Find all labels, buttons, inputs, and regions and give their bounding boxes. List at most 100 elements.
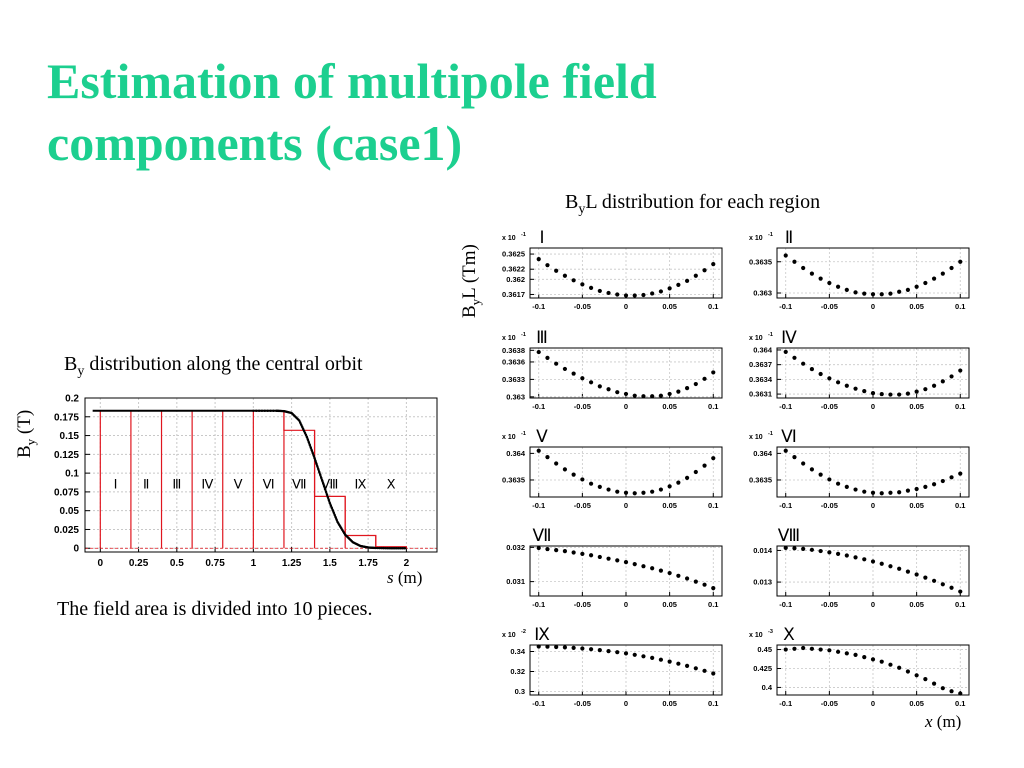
field-chart-xlabel: s (m) (387, 568, 423, 587)
data-point (623, 559, 629, 565)
data-point (693, 666, 698, 671)
x-tick-label: 0.75 (205, 558, 225, 569)
curve-point (393, 547, 397, 550)
data-point (897, 289, 902, 294)
curve-point (395, 547, 399, 550)
panel-label: Ⅲ (536, 328, 548, 347)
data-point (801, 645, 806, 651)
panels-heading: ByL distribution for each region (565, 191, 821, 217)
panel-label: Ⅶ (532, 526, 551, 545)
x-tick-label: 0 (871, 402, 875, 411)
data-point (897, 392, 902, 397)
x-tick-label: -0.05 (821, 501, 838, 510)
x-tick-label: -0.1 (779, 501, 792, 510)
curve-point (384, 546, 387, 550)
curve-point (330, 506, 333, 510)
curve-point (324, 490, 328, 494)
x-tick-label: 0.1 (955, 302, 965, 311)
x-tick-label: 0 (624, 302, 628, 311)
x-tick-label: -0.1 (532, 302, 545, 311)
x-tick-label: -0.1 (779, 600, 792, 609)
y-tick-label: 0.3625 (502, 250, 525, 259)
curve-point (332, 511, 335, 514)
data-point (623, 391, 629, 397)
data-point (545, 455, 550, 460)
data-point (801, 546, 806, 551)
y-tick-label: 0.364 (753, 345, 773, 354)
x-tick-label: 0.05 (662, 302, 677, 311)
data-point (958, 368, 963, 373)
data-point (783, 253, 788, 258)
data-point (676, 389, 681, 394)
x-tick-label: 0.05 (662, 402, 677, 411)
data-point (693, 579, 698, 584)
panel-frame (529, 347, 723, 399)
x-tick-label: 0.1 (708, 600, 718, 609)
scale-exponent: -1 (768, 332, 773, 338)
panel-label: Ⅱ (785, 228, 793, 247)
data-point (615, 390, 620, 395)
x-tick-label: 0 (624, 402, 628, 411)
panel-VI: -0.1 -0.05 0 0.05 0.1 0.3635 0.364 x 10 -1 Ⅵ (749, 427, 970, 510)
data-point (958, 589, 963, 594)
data-point (615, 650, 620, 655)
panel-frame (529, 644, 723, 696)
data-point (879, 659, 884, 664)
data-point (853, 487, 858, 492)
y-tick-label: 0.3622 (502, 265, 525, 274)
scale-exponent: -1 (768, 431, 773, 437)
data-point (641, 490, 646, 495)
data-point (897, 665, 902, 670)
region-label: Ⅱ (143, 476, 149, 491)
curve-point (321, 479, 324, 482)
data-point (949, 585, 954, 590)
data-point (536, 349, 541, 355)
data-point (571, 472, 576, 477)
data-point (667, 286, 672, 291)
y-tick-label: 0.3617 (502, 290, 525, 299)
plot-frame (84, 397, 438, 553)
data-point (792, 546, 797, 551)
data-point (879, 491, 884, 496)
data-point (870, 657, 876, 662)
scale-label: x 10 (502, 632, 516, 639)
data-point (597, 554, 602, 560)
data-point (623, 651, 629, 656)
data-point (958, 471, 963, 476)
panel-II: -0.1 -0.05 0 0.05 0.1 0.363 0.3635 x 10 -1 Ⅱ (749, 228, 970, 311)
y-tick-label: 0.3633 (502, 375, 525, 384)
x-tick-label: 0.05 (909, 699, 924, 708)
data-point (809, 646, 815, 651)
data-point (783, 448, 788, 453)
data-point (545, 355, 550, 360)
data-point (632, 562, 637, 567)
y-tick-label: 0.363 (753, 289, 772, 298)
data-point (801, 361, 806, 366)
x-tick-label: -0.05 (574, 699, 591, 708)
panel-label: Ⅸ (534, 625, 550, 644)
data-point (562, 645, 568, 650)
y-tick-label: 0.3637 (749, 360, 772, 369)
y-tick-label: 0.45 (757, 645, 772, 654)
slide-title: Estimation of multipole field components… (47, 53, 657, 171)
data-point (783, 647, 788, 652)
data-point (888, 662, 893, 667)
x-tick-label: 0 (624, 600, 628, 609)
data-point (914, 673, 919, 678)
data-point (835, 551, 841, 557)
data-point (853, 290, 858, 295)
data-point (827, 648, 832, 653)
data-point (914, 486, 919, 492)
curve-point (317, 468, 320, 471)
scale-exponent: -1 (768, 232, 773, 238)
data-point (676, 282, 681, 287)
x-tick-label: 0.1 (955, 402, 965, 411)
data-point (536, 257, 541, 262)
data-point (580, 477, 585, 482)
data-point (844, 287, 849, 292)
data-point (667, 659, 672, 664)
panel-frame (529, 247, 723, 299)
curve-point (322, 485, 326, 488)
